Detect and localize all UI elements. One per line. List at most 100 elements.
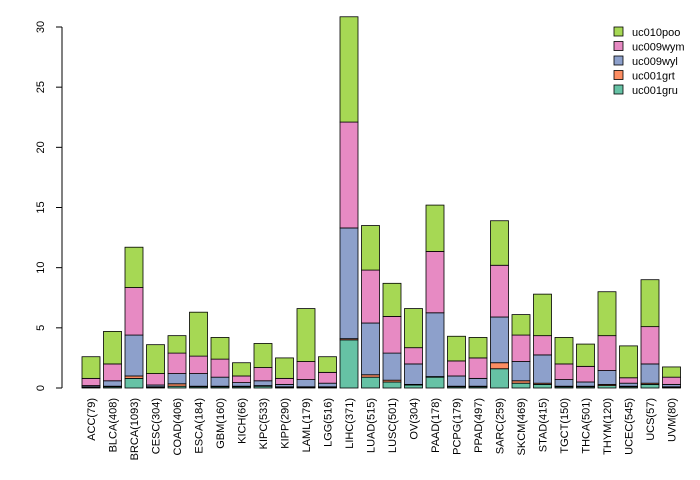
bar-segment-uc009wym	[296, 361, 316, 380]
bar-segment-uc010poo	[339, 16, 359, 123]
bar-segment-uc010poo	[640, 279, 660, 328]
bar-segment-uc010poo	[511, 314, 531, 336]
bar-segment-uc009wyl	[404, 363, 423, 385]
bar-segment-uc010poo	[533, 293, 552, 337]
bar-segment-uc009wyl	[232, 382, 251, 387]
bar-segment-uc009wyl	[318, 382, 337, 388]
bar-segment-uc010poo	[447, 335, 466, 362]
bar-segment-uc009wyl	[447, 375, 466, 387]
bar-segment-uc010poo	[382, 282, 402, 317]
bar-segment-uc009wym	[447, 360, 466, 377]
bar-segment-uc010poo	[167, 335, 187, 354]
x-tick-label: ACC(79)	[86, 398, 98, 441]
bar-segment-uc009wym	[619, 377, 638, 384]
x-tick-label: STAD(415)	[538, 398, 550, 452]
bar-segment-uc009wym	[640, 326, 660, 365]
bar-segment-uc010poo	[146, 344, 165, 374]
bar-segment-uc010poo	[490, 220, 509, 266]
bar-segment-uc001gru	[361, 376, 380, 389]
x-tick-label: BLCA(408)	[108, 398, 120, 452]
bar-segment-uc009wym	[189, 355, 208, 374]
legend-swatch-uc009wyl	[613, 55, 624, 66]
bar-segment-uc010poo	[103, 331, 122, 365]
bar-segment-uc010poo	[232, 362, 251, 377]
bar-segment-uc009wym	[490, 264, 509, 318]
bar-segment-uc009wyl	[103, 380, 122, 387]
bar-segment-uc009wyl	[167, 373, 187, 385]
bar-segment-uc001gru	[640, 383, 660, 389]
bar-segment-uc009wym	[81, 377, 101, 386]
bar-segment-uc010poo	[468, 337, 488, 359]
legend-label-uc010poo: uc010poo	[632, 27, 680, 39]
bar-segment-uc009wyl	[361, 322, 380, 376]
x-tick-label: PAAD(178)	[430, 398, 442, 453]
bar-segment-uc010poo	[425, 204, 445, 252]
bar-segment-uc009wym	[576, 365, 595, 383]
bar-segment-uc010poo	[210, 337, 230, 360]
bar-segment-uc009wym	[361, 269, 380, 324]
bar-segment-uc001gru	[533, 383, 552, 389]
bar-segment-uc009wym	[662, 376, 681, 385]
x-tick-label: THYM(120)	[602, 398, 614, 455]
bar-segment-uc010poo	[275, 357, 294, 379]
bar-segment-uc009wym	[275, 377, 294, 385]
bar-segment-uc009wyl	[296, 379, 316, 388]
legend: uc010poo uc009wym uc009wyl uc001grt uc001gru	[613, 26, 685, 97]
bar-segment-uc009wym	[232, 375, 251, 383]
bar-segment-uc001gru	[490, 368, 509, 389]
bar-segment-uc009wyl	[124, 334, 144, 377]
bar-segment-uc001gru	[404, 384, 423, 389]
bar-segment-uc009wym	[253, 367, 273, 382]
x-tick-label: LGG(516)	[323, 398, 335, 447]
y-axis: 0 5 10 15 20 25 30	[35, 21, 63, 391]
bar-segment-uc010poo	[597, 291, 617, 337]
y-tick-label: 10	[35, 262, 47, 274]
bar-segment-uc010poo	[404, 308, 423, 349]
bar-segment-uc009wym	[382, 316, 402, 354]
bar-segment-uc009wyl	[511, 361, 531, 382]
x-tick-label: SKCM(469)	[516, 398, 528, 455]
bar-segment-uc009wyl	[576, 381, 595, 387]
bar-segment-uc009wym	[597, 335, 617, 371]
bar-segment-uc010poo	[554, 337, 574, 365]
x-tick-label: TGCT(150)	[559, 398, 571, 454]
bar-segment-uc010poo	[576, 343, 595, 367]
x-tick-label: PCPG(179)	[452, 398, 464, 455]
legend-label-uc001gru: uc001gru	[632, 85, 678, 97]
bar-segment-uc001gru	[425, 376, 445, 389]
bar-segment-uc009wyl	[490, 316, 509, 364]
bar-segment-uc010poo	[189, 311, 208, 357]
x-tick-label: COAD(406)	[172, 398, 184, 455]
y-tick-label: 30	[35, 21, 47, 33]
y-tick-label: 15	[35, 201, 47, 213]
x-tick-label: LUAD(515)	[366, 398, 378, 453]
legend-label-uc001grt: uc001grt	[632, 71, 675, 83]
bar-segment-uc010poo	[361, 225, 380, 271]
x-tick-label: LAML(179)	[301, 398, 313, 452]
bar-segment-uc009wyl	[253, 380, 273, 386]
x-tick-label: SARC(259)	[495, 398, 507, 454]
bar-segment-uc010poo	[619, 345, 638, 379]
y-tick-label: 20	[35, 141, 47, 153]
bar-segment-uc010poo	[662, 366, 681, 378]
bar-segment-uc009wym	[404, 347, 423, 365]
legend-swatch-uc009wym	[613, 41, 624, 51]
y-tick-label: 0	[35, 385, 47, 391]
bar-segment-uc009wyl	[468, 377, 488, 387]
bar-segment-uc009wyl	[554, 379, 574, 387]
bar-segment-uc009wyl	[189, 373, 208, 387]
bar-segment-uc009wym	[124, 287, 144, 336]
x-tick-label: UCS(57)	[645, 398, 657, 441]
bar-segment-uc009wym	[339, 121, 359, 229]
x-tick-label: THCA(501)	[581, 398, 593, 454]
bar-segment-uc001gru	[124, 377, 144, 389]
x-tick-label: LIHC(371)	[344, 398, 356, 449]
bar-segment-uc009wyl	[339, 227, 359, 340]
legend-swatch-uc010poo	[613, 26, 624, 37]
x-tick-label: PPAD(497)	[473, 398, 485, 453]
bar-segment-uc009wyl	[533, 354, 552, 384]
x-tick-label: UVM(80)	[667, 398, 679, 442]
bar-segment-uc009wyl	[382, 352, 402, 381]
bar-segment-uc010poo	[81, 356, 101, 379]
